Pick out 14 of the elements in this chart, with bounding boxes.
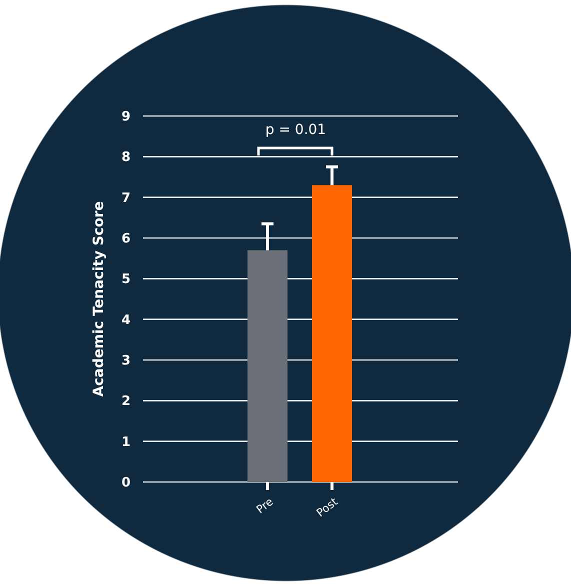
y-tick-label: 2 — [121, 394, 131, 410]
y-tick-label: 8 — [121, 150, 131, 166]
y-tick-label: 4 — [121, 312, 131, 328]
x-tick-label: Post — [314, 494, 341, 520]
y-tick-label: 3 — [121, 354, 131, 369]
y-tick-label: 5 — [121, 272, 131, 288]
y-tick-label: 9 — [121, 110, 131, 125]
x-tick-label: Pre — [254, 495, 276, 516]
annotation: p = 0.01 — [265, 122, 326, 138]
y-tick-label: 7 — [121, 190, 131, 206]
y-axis-title: Academic Tenacity Score — [91, 201, 107, 397]
y-tick-label: 1 — [121, 434, 131, 450]
y-tick-label: 0 — [121, 476, 131, 491]
y-tick-label: 6 — [121, 232, 131, 247]
